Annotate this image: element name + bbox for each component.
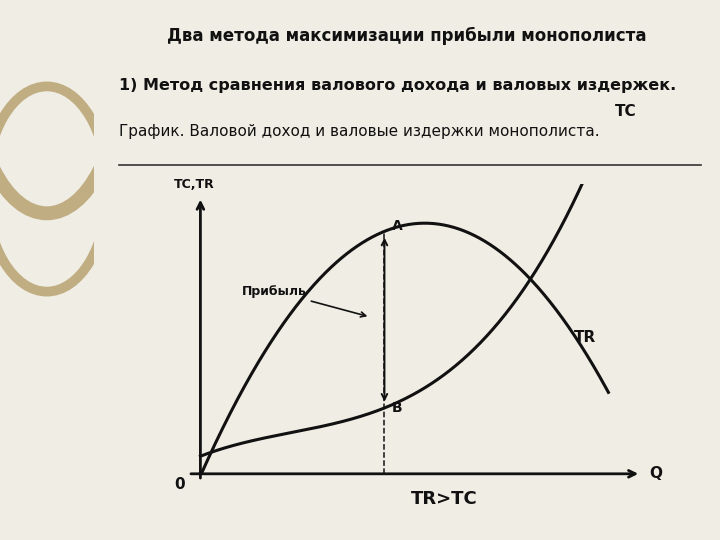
Text: Q: Q (649, 467, 662, 481)
Text: Прибыль: Прибыль (242, 285, 366, 317)
Text: 0: 0 (175, 477, 185, 492)
Text: B: B (392, 401, 402, 415)
Text: TC: TC (615, 104, 636, 119)
Text: Два метода максимизации прибыли монополиста: Два метода максимизации прибыли монополи… (167, 27, 647, 45)
Text: TR: TR (574, 330, 596, 345)
Text: График. Валовой доход и валовые издержки монополиста.: График. Валовой доход и валовые издержки… (119, 124, 599, 139)
Text: TC,TR: TC,TR (174, 178, 215, 191)
Text: 1) Метод сравнения валового дохода и валовых издержек.: 1) Метод сравнения валового дохода и вал… (119, 78, 676, 93)
Text: TR>TC: TR>TC (411, 490, 478, 509)
Text: A: A (392, 219, 402, 233)
